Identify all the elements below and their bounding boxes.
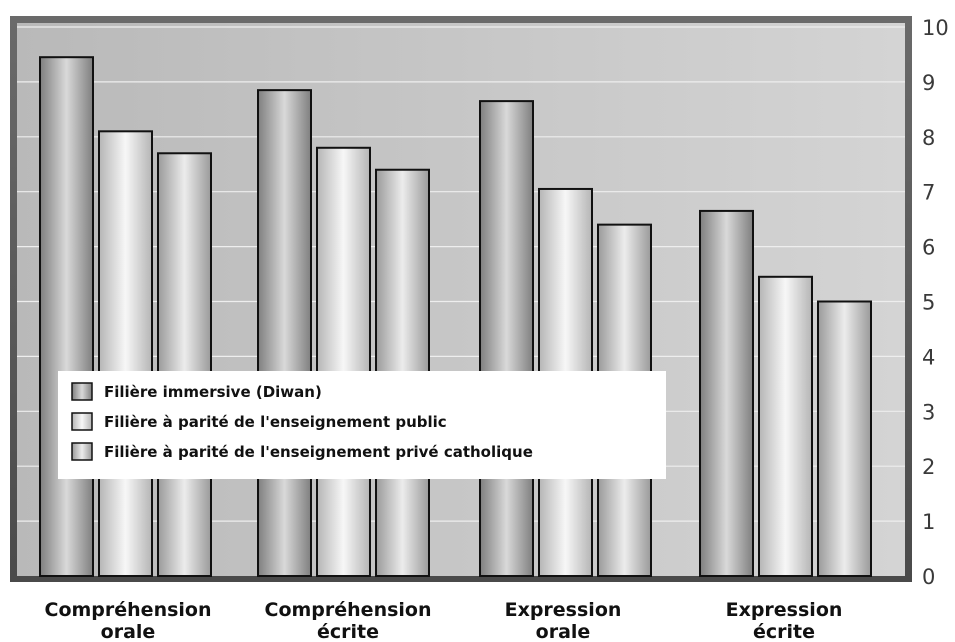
legend-label-3: Filière à parité de l'enseignement privé… (104, 443, 533, 461)
legend-swatch-3 (71, 442, 93, 461)
y-tick-label: 8 (922, 126, 935, 150)
y-tick-label: 5 (922, 291, 935, 315)
category-label: Compréhension (265, 599, 432, 621)
y-tick-label: 3 (922, 400, 935, 424)
category-label: écrite (317, 621, 379, 642)
legend: Filière immersive (Diwan) Filière à parit… (58, 371, 666, 479)
category-labels: CompréhensionoraleCompréhensionécriteExp… (45, 599, 843, 642)
y-tick-label: 2 (922, 455, 935, 479)
bar-1-3 (479, 100, 534, 578)
y-tick-label: 10 (922, 16, 949, 40)
legend-label-2: Filière à parité de l'enseignement publi… (104, 413, 447, 431)
y-tick-label: 0 (922, 565, 935, 589)
bar-2-2 (316, 146, 371, 577)
category-label: orale (536, 621, 591, 642)
bar-1-2 (257, 89, 312, 577)
category-label: écrite (753, 621, 815, 642)
legend-label-1: Filière immersive (Diwan) (104, 383, 322, 401)
bar-3-4 (817, 300, 872, 577)
legend-box (58, 371, 666, 479)
category-label: Expression (726, 599, 843, 621)
category-label: Compréhension (45, 599, 212, 621)
y-tick-label: 6 (922, 236, 935, 260)
y-tick-label: 4 (922, 345, 935, 369)
y-axis-ticks: 0 1 2 3 4 5 6 7 8 9 10 (922, 16, 949, 589)
y-tick-label: 1 (922, 510, 935, 534)
bar-1-1 (39, 56, 94, 577)
category-label: orale (101, 621, 156, 642)
bar-3-1 (157, 152, 212, 578)
bar-2-4 (758, 275, 813, 577)
legend-swatch-2 (71, 412, 93, 431)
y-tick-label: 9 (922, 71, 935, 95)
category-label: Expression (505, 599, 622, 621)
bar-1-4 (699, 209, 754, 577)
y-tick-label: 7 (922, 181, 935, 205)
bar-2-1 (98, 130, 153, 577)
legend-swatch-1 (71, 382, 93, 401)
